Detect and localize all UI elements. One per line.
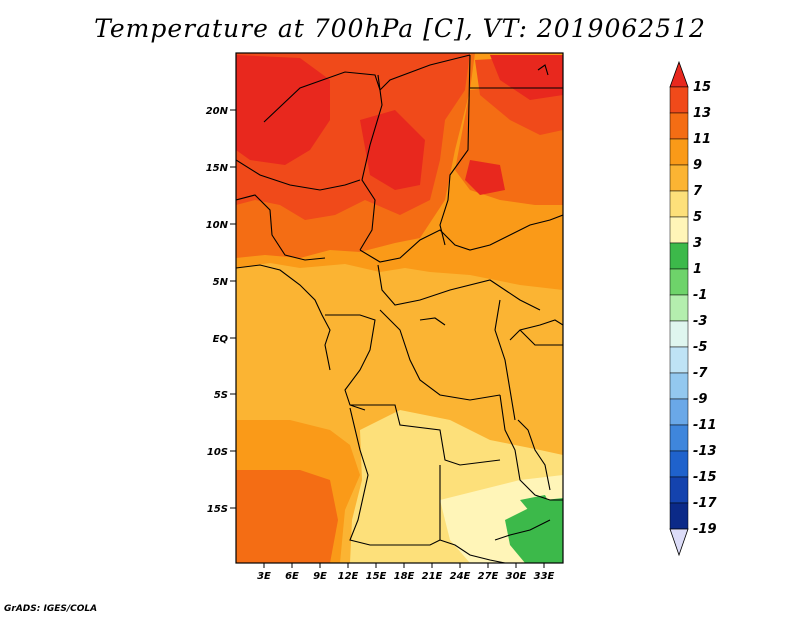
colorbar-bin xyxy=(669,502,689,530)
field-1-3-b xyxy=(520,495,550,512)
boundary-line xyxy=(379,309,501,401)
boundary-line xyxy=(419,317,446,326)
colorbar-bin xyxy=(669,138,689,166)
colorbar-label: -1 xyxy=(693,288,707,303)
boundary-line xyxy=(519,329,563,346)
colorbar-label: 11 xyxy=(693,132,711,147)
colorbar-label: -19 xyxy=(693,522,717,537)
boundary-line xyxy=(236,194,326,261)
boundary-line xyxy=(537,64,549,76)
lon-label: 12E xyxy=(338,571,359,582)
boundary-line xyxy=(263,54,471,123)
boundary-line xyxy=(349,407,441,546)
field-11-13-south xyxy=(236,470,338,563)
colorbar-label: 15 xyxy=(693,80,711,95)
field-above-15-b xyxy=(360,110,425,190)
lon-label: 9E xyxy=(313,571,327,582)
colorbar-bin xyxy=(669,164,689,192)
colorbar-label: -13 xyxy=(693,444,717,459)
colorbar-bin xyxy=(669,112,689,140)
colorbar-bin xyxy=(669,476,689,504)
boundary-line xyxy=(517,419,551,491)
map-frame xyxy=(235,52,564,564)
field-above-15-d xyxy=(465,160,505,195)
boundary-line xyxy=(494,299,516,421)
boundary-line xyxy=(359,74,383,251)
map-title: Temperature at 700hPa [C], VT: 201906251… xyxy=(94,14,706,43)
boundary-line xyxy=(359,214,563,263)
field-above-15-a xyxy=(236,55,330,165)
lat-label: 10N xyxy=(206,220,229,231)
lat-axis: 20N 15N 10N 5N EQ 5S 10S 15S xyxy=(206,106,236,515)
lat-label: 5S xyxy=(214,390,228,401)
colorbar-bin xyxy=(669,398,689,426)
lat-label: 10S xyxy=(207,447,228,458)
lat-label: EQ xyxy=(213,334,229,345)
lat-label: 20N xyxy=(206,106,229,117)
lon-label: 33E xyxy=(534,571,555,582)
country-boundaries xyxy=(236,54,563,563)
colorbar-bin xyxy=(669,242,689,270)
colorbar-top-arrow xyxy=(669,60,689,88)
colorbar-label: -7 xyxy=(693,366,708,381)
colorbar-bin xyxy=(669,424,689,452)
boundary-line xyxy=(439,54,471,246)
colorbar-bin xyxy=(669,294,689,322)
colorbar-bin xyxy=(669,320,689,348)
colorbar-label: -3 xyxy=(693,314,707,329)
lon-label: 30E xyxy=(506,571,527,582)
lon-label: 18E xyxy=(394,571,415,582)
lat-label: 15S xyxy=(207,504,228,515)
colorbar-bin xyxy=(669,346,689,374)
lat-label: 15N xyxy=(206,163,229,174)
boundary-line xyxy=(499,394,563,501)
field-1-3 xyxy=(505,498,563,563)
boundary-line xyxy=(350,404,501,466)
lon-label: 27E xyxy=(478,571,499,582)
colorbar-label: 13 xyxy=(693,106,711,121)
colorbar-bin xyxy=(669,86,689,114)
lon-label: 24E xyxy=(450,571,471,582)
temperature-field xyxy=(236,53,563,563)
colorbar-label: 5 xyxy=(693,210,702,225)
field-above-15-c xyxy=(490,55,563,100)
lon-label: 3E xyxy=(257,571,271,582)
colorbar: 15 13 11 9 7 5 3 1 -1 -3 -5 -7 -9 -11 -1… xyxy=(669,60,717,557)
boundary-line xyxy=(236,159,361,191)
lat-label: 5N xyxy=(213,277,229,288)
colorbar-label: -17 xyxy=(693,496,717,511)
boundary-line xyxy=(494,519,551,541)
colorbar-label: 1 xyxy=(693,262,702,277)
lon-label: 15E xyxy=(366,571,387,582)
boundary-line xyxy=(325,314,376,411)
colorbar-label: -9 xyxy=(693,392,707,407)
colorbar-bottom-arrow xyxy=(669,528,689,557)
lon-label: 21E xyxy=(422,571,443,582)
boundary-line xyxy=(509,319,563,341)
colorbar-label: -5 xyxy=(693,340,707,355)
colorbar-bin xyxy=(669,190,689,218)
colorbar-bin xyxy=(669,216,689,244)
credit-text: GrADS: IGES/COLA xyxy=(4,604,98,614)
boundary-line xyxy=(236,264,331,371)
lon-label: 6E xyxy=(285,571,299,582)
colorbar-bin xyxy=(669,450,689,478)
lon-axis: 3E 6E 9E 12E 15E 18E 21E 24E 27E 30E 33E xyxy=(257,563,555,582)
colorbar-label: 7 xyxy=(693,184,703,199)
colorbar-bin xyxy=(669,372,689,400)
colorbar-bin xyxy=(669,268,689,296)
boundary-line xyxy=(439,465,506,563)
colorbar-label: -15 xyxy=(693,470,717,485)
colorbar-label: -11 xyxy=(693,418,717,433)
colorbar-label: 3 xyxy=(693,236,702,251)
boundary-line xyxy=(377,264,541,311)
colorbar-label: 9 xyxy=(693,158,702,173)
